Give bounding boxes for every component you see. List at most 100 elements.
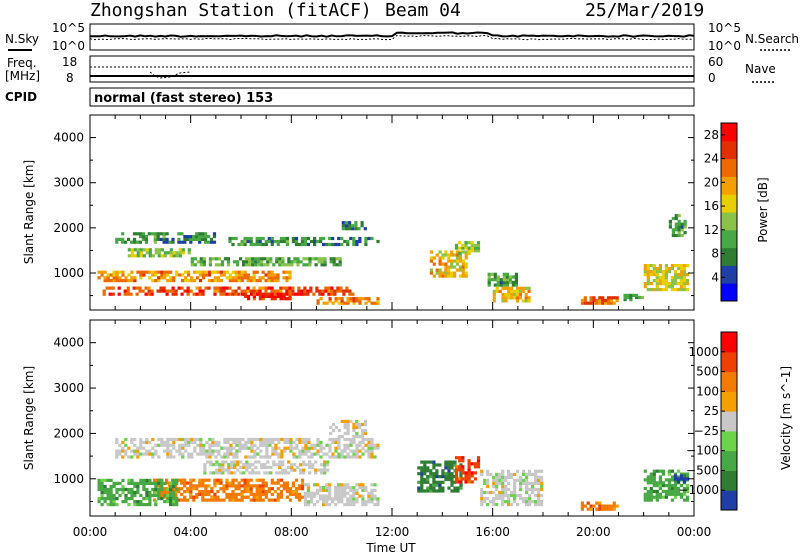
data-cell bbox=[265, 440, 269, 444]
data-cell bbox=[314, 471, 318, 475]
data-cell bbox=[264, 495, 268, 499]
data-cell bbox=[148, 490, 152, 495]
data-cell bbox=[217, 257, 221, 261]
data-cell bbox=[450, 271, 454, 275]
data-cell bbox=[212, 463, 216, 467]
data-cell bbox=[124, 276, 128, 280]
colorbar-segment bbox=[721, 490, 737, 511]
data-cell bbox=[420, 483, 424, 487]
data-cell bbox=[426, 489, 430, 493]
data-cell bbox=[343, 446, 347, 450]
data-cell bbox=[285, 487, 289, 491]
data-cell bbox=[331, 242, 335, 247]
data-cell bbox=[293, 257, 297, 261]
data-cell bbox=[189, 490, 193, 494]
data-cell bbox=[499, 280, 503, 284]
data-cell bbox=[450, 480, 454, 484]
data-cell bbox=[267, 279, 271, 283]
data-cell bbox=[124, 240, 128, 244]
data-cell bbox=[346, 497, 350, 501]
data-cell bbox=[302, 471, 306, 475]
data-cell bbox=[121, 455, 125, 459]
data-cell bbox=[118, 443, 122, 447]
data-cell bbox=[507, 469, 511, 473]
data-cell bbox=[643, 469, 647, 473]
data-cell bbox=[343, 486, 347, 490]
data-cell bbox=[166, 446, 170, 450]
data-cell bbox=[303, 497, 308, 501]
data-cell bbox=[238, 443, 242, 447]
data-cell bbox=[677, 225, 681, 229]
data-cell bbox=[267, 286, 271, 290]
data-cell bbox=[361, 503, 365, 507]
scatter-region bbox=[115, 232, 217, 244]
data-cell bbox=[355, 239, 359, 244]
data-cell bbox=[204, 235, 208, 239]
data-cell bbox=[210, 279, 214, 283]
data-cell bbox=[534, 503, 538, 507]
data-cell bbox=[346, 491, 350, 495]
data-cell bbox=[373, 443, 377, 447]
data-cell bbox=[243, 490, 247, 494]
data-cell bbox=[253, 449, 257, 453]
data-cell bbox=[264, 481, 268, 485]
data-cell bbox=[198, 232, 202, 236]
data-cell bbox=[187, 251, 191, 255]
data-cell bbox=[508, 275, 512, 279]
data-cell bbox=[184, 276, 188, 280]
data-cell bbox=[264, 292, 268, 296]
data-cell bbox=[144, 292, 148, 296]
data-cell bbox=[288, 292, 292, 296]
data-cell bbox=[246, 289, 250, 293]
data-cell bbox=[458, 468, 462, 472]
data-cell bbox=[278, 465, 282, 469]
data-cell bbox=[682, 279, 687, 283]
cpid-value: normal (fast stereo) 153 bbox=[94, 91, 273, 106]
data-cell bbox=[358, 425, 362, 430]
data-cell bbox=[274, 446, 278, 450]
data-cell bbox=[279, 490, 283, 494]
data-cell bbox=[219, 286, 223, 290]
data-cell bbox=[225, 495, 229, 499]
data-cell bbox=[679, 264, 684, 268]
data-cell bbox=[668, 222, 672, 226]
data-cell bbox=[319, 440, 323, 444]
data-cell bbox=[441, 469, 445, 473]
data-cell bbox=[172, 503, 176, 507]
data-cell bbox=[223, 452, 227, 456]
data-cell bbox=[297, 292, 301, 296]
data-cell bbox=[326, 468, 330, 472]
data-cell bbox=[195, 270, 200, 274]
data-cell bbox=[525, 497, 529, 501]
data-cell bbox=[507, 296, 511, 300]
data-cell bbox=[294, 478, 299, 482]
data-cell bbox=[256, 446, 260, 450]
scatter-region bbox=[102, 286, 355, 296]
data-cell bbox=[316, 437, 320, 442]
data-cell bbox=[355, 431, 359, 436]
data-cell bbox=[534, 500, 538, 504]
data-cell bbox=[198, 484, 202, 488]
data-cell bbox=[527, 296, 531, 300]
data-cell bbox=[367, 500, 371, 504]
data-cell bbox=[355, 422, 359, 427]
data-cell bbox=[171, 237, 175, 241]
data-cell bbox=[323, 260, 327, 264]
data-cell bbox=[213, 292, 217, 296]
data-cell bbox=[328, 236, 332, 241]
data-cell bbox=[251, 471, 255, 475]
data-cell bbox=[139, 270, 143, 274]
data-cell bbox=[373, 503, 377, 507]
data-cell bbox=[276, 289, 280, 293]
data-cell bbox=[287, 260, 291, 264]
data-cell bbox=[673, 279, 678, 283]
data-cell bbox=[246, 236, 250, 241]
data-cell bbox=[420, 477, 424, 482]
data-cell bbox=[592, 296, 596, 300]
data-cell bbox=[435, 268, 439, 272]
data-cell bbox=[263, 463, 267, 467]
data-cell bbox=[361, 422, 365, 427]
data-cell bbox=[243, 484, 247, 488]
data-cell bbox=[281, 263, 285, 267]
data-cell bbox=[420, 472, 424, 476]
